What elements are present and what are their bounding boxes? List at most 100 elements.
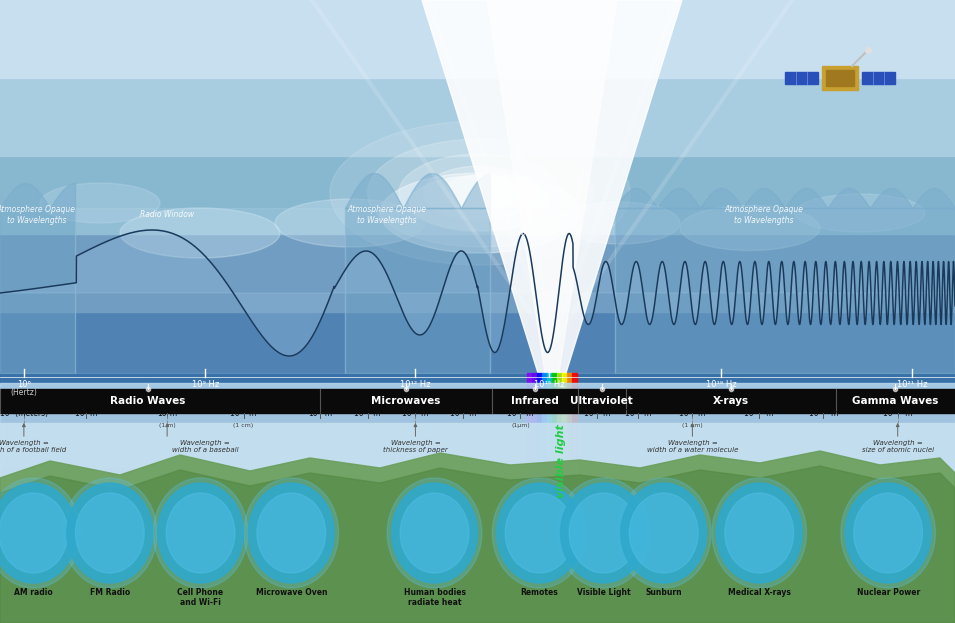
Bar [0, 545, 955, 623]
Ellipse shape [248, 483, 334, 583]
Text: Human bodies
radiate heat: Human bodies radiate heat [404, 588, 465, 607]
Bar [862, 72, 895, 84]
Bar [826, 70, 854, 86]
Text: Infrared: Infrared [511, 396, 559, 406]
Polygon shape [0, 466, 955, 623]
Text: Visible Light: Visible Light [577, 588, 630, 597]
Ellipse shape [330, 121, 630, 265]
Text: Radio Window: Radio Window [140, 211, 194, 219]
Text: 10⁻¹ m: 10⁻¹ m [230, 409, 257, 418]
Text: Ultraviolet: Ultraviolet [570, 396, 633, 406]
Bar [75, 208, 345, 373]
Text: Microwave Oven: Microwave Oven [256, 588, 327, 597]
Bar [0, 0, 955, 78]
Ellipse shape [845, 483, 931, 583]
Text: 10⁶: 10⁶ [17, 380, 31, 389]
Ellipse shape [40, 183, 160, 223]
Text: Microwaves: Microwaves [371, 396, 440, 406]
Text: Wavelength =
size of atomic nuclei: Wavelength = size of atomic nuclei [861, 440, 934, 453]
Bar [572, 373, 577, 610]
Text: 10¹⁸ Hz: 10¹⁸ Hz [706, 380, 736, 389]
Text: Nuclear Power: Nuclear Power [857, 588, 920, 597]
Text: 10¹ m: 10¹ m [74, 409, 97, 418]
Polygon shape [487, 0, 617, 373]
Text: 10⁻⁷ m: 10⁻⁷ m [584, 409, 610, 418]
Ellipse shape [399, 154, 562, 232]
Ellipse shape [387, 478, 482, 588]
Bar [615, 208, 955, 373]
Text: 10⁻⁸ m: 10⁻⁸ m [625, 409, 651, 418]
Ellipse shape [505, 493, 574, 573]
Ellipse shape [62, 478, 158, 588]
Bar [345, 208, 490, 373]
Ellipse shape [153, 478, 248, 588]
Ellipse shape [629, 493, 698, 573]
Text: Sunburn: Sunburn [646, 588, 682, 597]
Text: 10⁻¹⁰ m: 10⁻¹⁰ m [745, 409, 774, 418]
Text: Radio Waves: Radio Waves [111, 396, 185, 406]
Text: Atmosphere Opaque
to Wavelengths: Atmosphere Opaque to Wavelengths [0, 205, 75, 225]
Bar [552, 373, 557, 610]
Text: visible light: visible light [556, 424, 566, 498]
Bar [0, 389, 955, 467]
Text: Atmosphere Opaque
to Wavelengths: Atmosphere Opaque to Wavelengths [725, 205, 803, 225]
Text: Wavelength =
width of a baseball: Wavelength = width of a baseball [172, 440, 239, 453]
Ellipse shape [424, 166, 537, 220]
Ellipse shape [244, 478, 339, 588]
Ellipse shape [392, 483, 478, 583]
Text: 10⁻¹¹ m: 10⁻¹¹ m [809, 409, 838, 418]
Text: AM radio: AM radio [14, 588, 53, 597]
Bar [0, 423, 955, 623]
Ellipse shape [854, 493, 923, 573]
Text: Wavelength =
width of a water molecule: Wavelength = width of a water molecule [647, 440, 738, 453]
Bar [0, 78, 955, 156]
Ellipse shape [711, 478, 807, 588]
Ellipse shape [257, 493, 326, 573]
Ellipse shape [442, 175, 518, 211]
Bar [0, 389, 955, 413]
Ellipse shape [166, 493, 235, 573]
Ellipse shape [0, 483, 76, 583]
Text: (Hertz): (Hertz) [11, 388, 37, 397]
Ellipse shape [120, 208, 280, 258]
Text: 10²¹ Hz: 10²¹ Hz [897, 380, 927, 389]
Ellipse shape [380, 173, 580, 253]
Bar [567, 373, 572, 610]
Bar [0, 208, 75, 373]
Bar [0, 383, 955, 623]
Text: Cell Phone
and Wi-Fi: Cell Phone and Wi-Fi [178, 588, 223, 607]
Ellipse shape [400, 493, 469, 573]
Bar [557, 373, 562, 610]
Text: Wavelength =
thickness of paper: Wavelength = thickness of paper [383, 440, 448, 454]
Ellipse shape [275, 199, 425, 247]
Bar [547, 373, 552, 610]
Ellipse shape [795, 194, 925, 232]
Ellipse shape [569, 493, 638, 573]
Ellipse shape [492, 478, 587, 588]
Text: 10⁻¹² m: 10⁻¹² m [883, 409, 912, 418]
Bar [785, 72, 818, 84]
Ellipse shape [497, 483, 583, 583]
Text: 10⁰m: 10⁰m [157, 409, 178, 418]
Ellipse shape [616, 478, 711, 588]
Text: FM Radio: FM Radio [90, 588, 130, 597]
Text: 10² (meters): 10² (meters) [0, 409, 48, 418]
Bar [822, 66, 858, 90]
Text: 10⁻³ m: 10⁻³ m [354, 409, 381, 418]
Text: 10¹² Hz: 10¹² Hz [400, 380, 431, 389]
Ellipse shape [158, 483, 244, 583]
Text: X-rays: X-rays [712, 396, 749, 406]
Text: Atmosphere Opaque
to Wavelengths: Atmosphere Opaque to Wavelengths [348, 205, 426, 225]
Text: (1 cm): (1 cm) [233, 423, 254, 428]
Bar [0, 312, 955, 389]
Ellipse shape [561, 483, 647, 583]
Ellipse shape [716, 483, 802, 583]
Ellipse shape [621, 483, 707, 583]
Polygon shape [0, 451, 955, 623]
Ellipse shape [560, 202, 680, 244]
Ellipse shape [410, 176, 550, 231]
Text: 10⁹ Hz: 10⁹ Hz [192, 380, 219, 389]
Bar [541, 373, 547, 610]
Bar [0, 467, 955, 545]
Bar [490, 208, 615, 373]
